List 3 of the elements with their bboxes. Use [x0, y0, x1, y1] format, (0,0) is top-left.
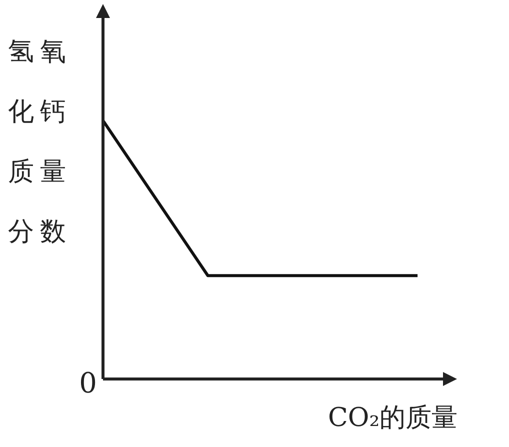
y-axis-title: 氢氧化钙质量分数 [8, 36, 72, 249]
text: 0 [79, 366, 97, 400]
x-axis-title: CO₂的质量 [328, 402, 458, 435]
